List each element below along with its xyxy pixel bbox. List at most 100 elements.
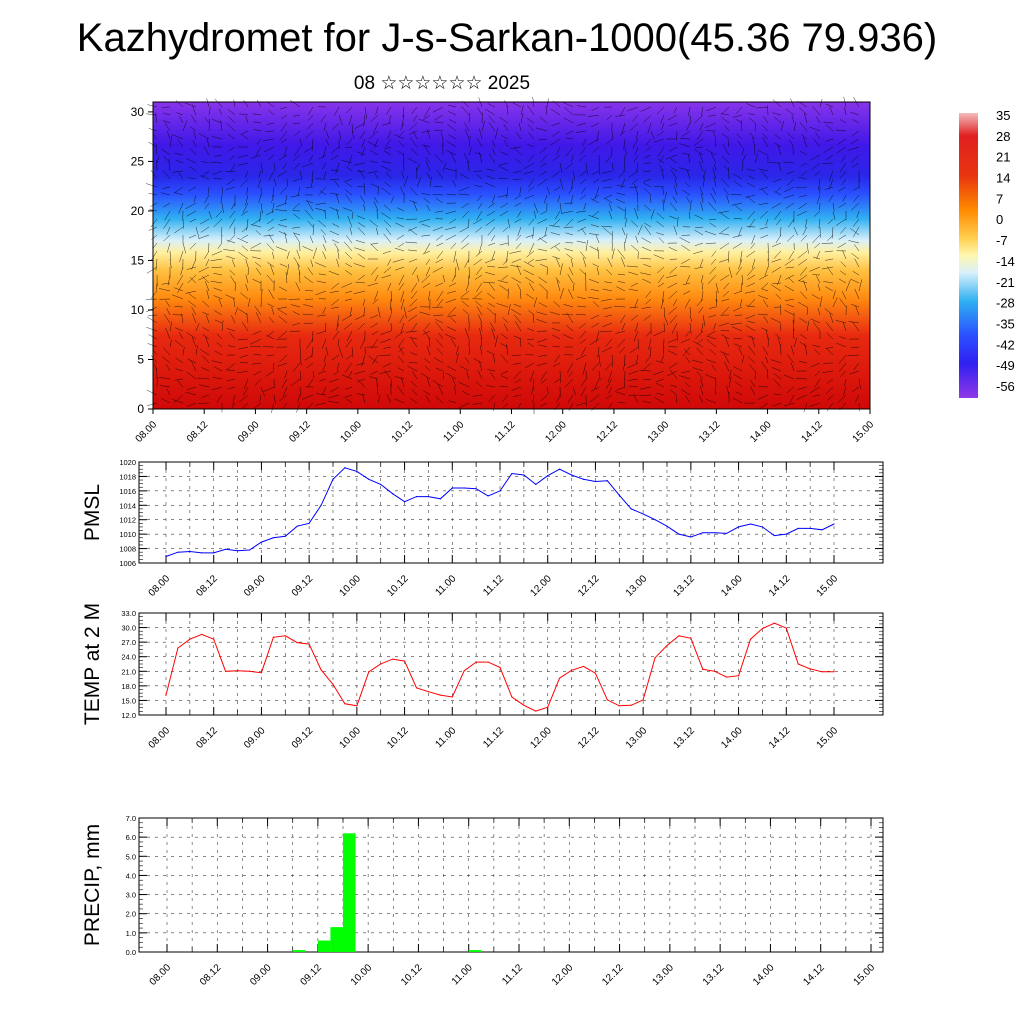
wind-vector — [748, 218, 756, 228]
wind-vector — [546, 266, 549, 276]
wind-vector — [616, 192, 626, 196]
wind-vector — [694, 229, 704, 236]
wind-vector — [174, 339, 184, 348]
wind-vector — [771, 258, 782, 263]
wind-vector — [341, 159, 353, 164]
wind-vector — [774, 210, 782, 220]
wind-vector — [310, 259, 314, 268]
wind-vector — [447, 105, 457, 108]
wind-vector — [266, 274, 275, 284]
data-point — [427, 496, 430, 498]
data-point — [380, 483, 382, 485]
wind-vector — [299, 346, 302, 356]
wind-vector — [232, 394, 236, 405]
wind-vector — [345, 263, 353, 268]
wind-vector — [762, 346, 769, 356]
wind-vector — [590, 289, 600, 292]
wind-vector — [459, 365, 470, 372]
wind-vector — [190, 360, 197, 372]
wind-vector — [656, 220, 665, 228]
wind-vector — [482, 281, 496, 284]
wind-vector — [576, 210, 587, 213]
wind-vector — [401, 171, 405, 180]
wind-vector — [398, 130, 405, 137]
wind-vector — [566, 325, 574, 332]
wind-vector — [255, 230, 262, 236]
wind-vector — [850, 228, 860, 236]
wind-vector — [163, 112, 171, 116]
wind-vector — [286, 264, 290, 276]
wind-vector — [754, 122, 756, 132]
wind-vector — [467, 160, 470, 172]
wind-vector — [844, 378, 847, 387]
wind-vector — [182, 120, 188, 132]
data-point — [666, 525, 668, 527]
wind-vector — [301, 394, 314, 400]
wind-vector — [401, 376, 405, 388]
wind-vector — [662, 290, 665, 303]
wind-vector — [400, 186, 405, 196]
data-point — [332, 683, 334, 686]
wind-vector — [617, 249, 626, 260]
data-point — [308, 522, 310, 524]
wind-vector — [309, 235, 314, 244]
wind-vector — [669, 202, 678, 212]
wind-vector — [303, 146, 314, 153]
wind-vector — [751, 258, 756, 269]
wind-vector — [700, 274, 704, 284]
wind-vector — [426, 377, 431, 388]
y-axis-label: TEMP at 2 M — [81, 603, 104, 725]
wind-vector — [739, 298, 743, 307]
wind-vector — [351, 122, 353, 134]
wind-vector — [346, 235, 353, 244]
wind-vector — [837, 242, 847, 249]
x-tick-label: 13.00 — [646, 419, 672, 445]
wind-vector — [641, 306, 652, 309]
wind-vector — [354, 162, 366, 166]
wind-vector — [691, 359, 704, 364]
wind-vector — [433, 357, 444, 364]
wind-vector — [166, 388, 171, 396]
wind-vector — [290, 194, 301, 198]
wind-vector — [266, 122, 275, 125]
wind-vector — [512, 170, 522, 174]
wind-vector — [260, 202, 263, 214]
wind-vector — [772, 178, 782, 183]
wind-vector — [792, 319, 795, 332]
wind-vector — [786, 354, 795, 364]
wind-vector — [447, 306, 457, 316]
wind-vector — [854, 258, 860, 268]
wind-vector — [814, 170, 821, 176]
wind-vector — [432, 226, 444, 232]
data-point — [702, 532, 704, 534]
wind-vector — [726, 385, 730, 396]
y-tick-label: 1012 — [119, 516, 136, 525]
wind-vector — [278, 230, 288, 236]
wind-vector — [150, 290, 158, 300]
wind-vector — [628, 370, 639, 375]
wind-vector — [626, 106, 639, 112]
wind-vector — [454, 266, 457, 278]
wind-vector — [858, 378, 861, 389]
wind-vector — [798, 194, 808, 198]
wind-vector — [163, 218, 171, 229]
wind-vector — [380, 330, 392, 335]
wind-vector — [734, 381, 743, 388]
wind-vector — [650, 130, 655, 140]
wind-vector — [653, 370, 665, 376]
wind-vector — [348, 154, 353, 166]
wind-vector — [168, 159, 171, 172]
wind-vector — [191, 306, 197, 316]
data-point — [714, 532, 716, 534]
data-point — [463, 487, 465, 489]
wind-vector — [216, 394, 223, 403]
wind-vector — [669, 369, 678, 380]
x-tick-label: 12.12 — [595, 419, 621, 445]
wind-vector — [425, 266, 431, 277]
wind-vector — [293, 162, 301, 170]
wind-vector — [678, 375, 691, 380]
wind-vector — [459, 173, 470, 180]
wind-vector — [331, 354, 340, 361]
wind-vector — [708, 218, 717, 221]
wind-vector — [376, 227, 379, 236]
